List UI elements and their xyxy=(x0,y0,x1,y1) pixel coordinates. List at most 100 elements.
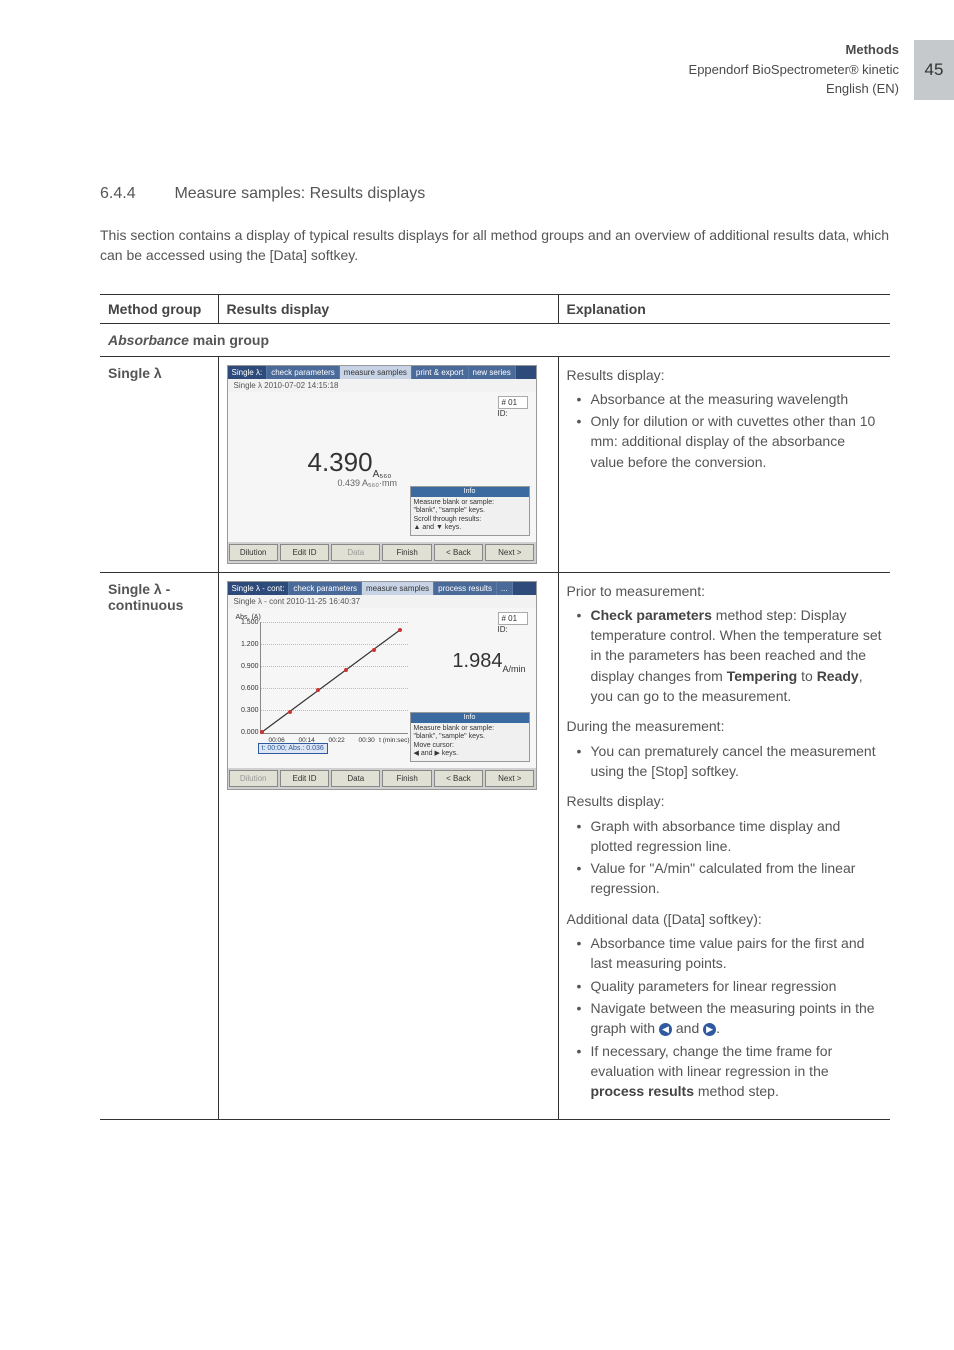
section-number: 6.4.4 xyxy=(100,185,170,203)
ms-tab: ... xyxy=(497,582,513,595)
subgroup-row: Absorbance main group xyxy=(100,323,890,356)
softkey: Finish xyxy=(382,544,431,561)
xtick: 00:30 xyxy=(359,737,375,744)
ms-tab: Single λ - cont: xyxy=(228,582,290,595)
exp-bullet: Quality parameters for linear regression xyxy=(581,976,883,996)
section-title: Measure samples: Results displays xyxy=(174,185,425,202)
ms-tab: check parameters xyxy=(267,366,340,379)
info-line: Measure blank or sample: xyxy=(414,499,526,507)
softkey: Dilution xyxy=(229,770,278,787)
ytick: 1.500 xyxy=(235,619,259,626)
ms-info-box: Info Measure blank or sample: "blank", "… xyxy=(410,712,530,762)
info-line: ◀ and ▶ keys. xyxy=(414,750,526,758)
info-line: "blank", "sample" keys. xyxy=(414,507,526,515)
ms-sample-info: # 01 ID: xyxy=(498,612,528,634)
results-display-cell: Single λ - cont: check parameters measur… xyxy=(218,572,558,1120)
exp-bullet: Graph with absorbance time display and p… xyxy=(581,816,883,857)
ms-sample-no: # 01 xyxy=(498,396,528,409)
nav-left-icon: ◀ xyxy=(659,1023,672,1036)
method-label: Single λ - continuous xyxy=(100,572,218,1120)
value: 4.390 xyxy=(308,447,373,477)
cursor-box: t: 00:00; Abs.: 0.036 xyxy=(258,743,328,754)
softkey: Next > xyxy=(485,770,534,787)
softkey: < Back xyxy=(434,544,483,561)
exp-bullet: Absorbance at the measuring wavelength xyxy=(581,389,883,409)
exp-heading: Additional data ([Data] softkey): xyxy=(567,909,883,929)
exp-bullet: Check parameters method step: Display te… xyxy=(581,605,883,706)
text: . xyxy=(716,1020,720,1036)
ms-id-label: ID: xyxy=(498,409,508,418)
section-heading: 6.4.4 Measure samples: Results displays xyxy=(100,185,890,203)
exp-bullet: Value for "A/min" calculated from the li… xyxy=(581,858,883,899)
ms-small-value: 0.439 A₅₆₀·mm xyxy=(338,478,398,488)
header-title: Methods xyxy=(689,40,899,60)
ms-big-value: 4.390A₅₆₀ xyxy=(308,447,392,480)
ytick: 0.900 xyxy=(235,663,259,670)
ms-info-box: Info Measure blank or sample: "blank", "… xyxy=(410,486,530,536)
main-content: 6.4.4 Measure samples: Results displays … xyxy=(100,185,890,1120)
bold-text: Ready xyxy=(817,668,859,684)
ms-tab: new series xyxy=(469,366,516,379)
softkey: Finish xyxy=(382,770,431,787)
nav-right-icon: ▶ xyxy=(703,1023,716,1036)
ms-sample-info: # 01 ID: xyxy=(498,396,528,418)
explanation-cell: Results display: Absorbance at the measu… xyxy=(558,356,890,572)
exp-heading: Prior to measurement: xyxy=(567,581,883,601)
softkey: Edit ID xyxy=(280,544,329,561)
explanation-cell: Prior to measurement: Check parameters m… xyxy=(558,572,890,1120)
ms-tab: check parameters xyxy=(289,582,362,595)
xlabel: t (min:sec) xyxy=(379,737,409,744)
info-title: Info xyxy=(411,713,529,723)
softkey: Dilution xyxy=(229,544,278,561)
info-line: "blank", "sample" keys. xyxy=(414,733,526,741)
page-header: Methods Eppendorf BioSpectrometer® kinet… xyxy=(689,40,899,99)
results-display-cell: Single λ: check parameters measure sampl… xyxy=(218,356,558,572)
ms-tab: process results xyxy=(434,582,497,595)
text: and xyxy=(672,1020,703,1036)
ms-body: # 01 ID: Abs. (A) 1.500 1.200 xyxy=(228,608,536,768)
ms-subtitle: Single λ 2010-07-02 14:15:18 xyxy=(228,379,536,392)
xtick: 00:22 xyxy=(329,737,345,744)
info-line: Measure blank or sample: xyxy=(414,725,526,733)
exp-bullet: You can prematurely cancel the measureme… xyxy=(581,741,883,782)
ms-softkeys: Dilution Edit ID Data Finish < Back Next… xyxy=(228,768,536,789)
ms-tabs: Single λ - cont: check parameters measur… xyxy=(228,582,536,595)
info-line: Move cursor: xyxy=(414,742,526,750)
softkey: < Back xyxy=(434,770,483,787)
ytick: 0.600 xyxy=(235,685,259,692)
th-explanation: Explanation xyxy=(558,294,890,323)
softkey: Edit ID xyxy=(280,770,329,787)
th-method-group: Method group xyxy=(100,294,218,323)
text: method step. xyxy=(694,1083,779,1099)
subgroup-name: Absorbance xyxy=(108,332,189,348)
table-row: Single λ Single λ: check parameters meas… xyxy=(100,356,890,572)
ms-subtitle: Single λ - cont 2010-11-25 16:40:37 xyxy=(228,595,536,608)
bold-text: Check parameters xyxy=(591,607,712,623)
text: Navigate between the measuring points in… xyxy=(591,1000,875,1036)
th-results-display: Results display xyxy=(218,294,558,323)
exp-heading: Results display: xyxy=(567,791,883,811)
method-label: Single λ xyxy=(100,356,218,572)
exp-bullet: Only for dilution or with cuvettes other… xyxy=(581,411,883,472)
value: 1.984 xyxy=(452,650,502,672)
exp-heading: Results display: xyxy=(567,365,883,385)
info-title: Info xyxy=(411,487,529,497)
ytick: 0.000 xyxy=(235,729,259,736)
table-row: Single λ - continuous Single λ - cont: c… xyxy=(100,572,890,1120)
header-product: Eppendorf BioSpectrometer® kinetic xyxy=(689,60,899,80)
ms-tabs: Single λ: check parameters measure sampl… xyxy=(228,366,536,379)
text: to xyxy=(797,668,816,684)
info-line: ▲ and ▼ keys. xyxy=(414,524,526,532)
ms-tab: print & export xyxy=(412,366,469,379)
bold-text: Tempering xyxy=(727,668,798,684)
subgroup-suffix: main group xyxy=(189,332,269,348)
unit: A/min xyxy=(502,664,525,674)
mini-screenshot-single-lambda-cont: Single λ - cont: check parameters measur… xyxy=(227,581,537,790)
softkey: Next > xyxy=(485,544,534,561)
ytick: 0.300 xyxy=(235,707,259,714)
mini-screenshot-single-lambda: Single λ: check parameters measure sampl… xyxy=(227,365,537,564)
ms-body: # 01 ID: 4.390A₅₆₀ 0.439 A₅₆₀·mm Info Me… xyxy=(228,392,536,542)
exp-bullet: If necessary, change the time frame for … xyxy=(581,1041,883,1102)
regression-line xyxy=(260,622,408,734)
info-line: Scroll through results: xyxy=(414,516,526,524)
